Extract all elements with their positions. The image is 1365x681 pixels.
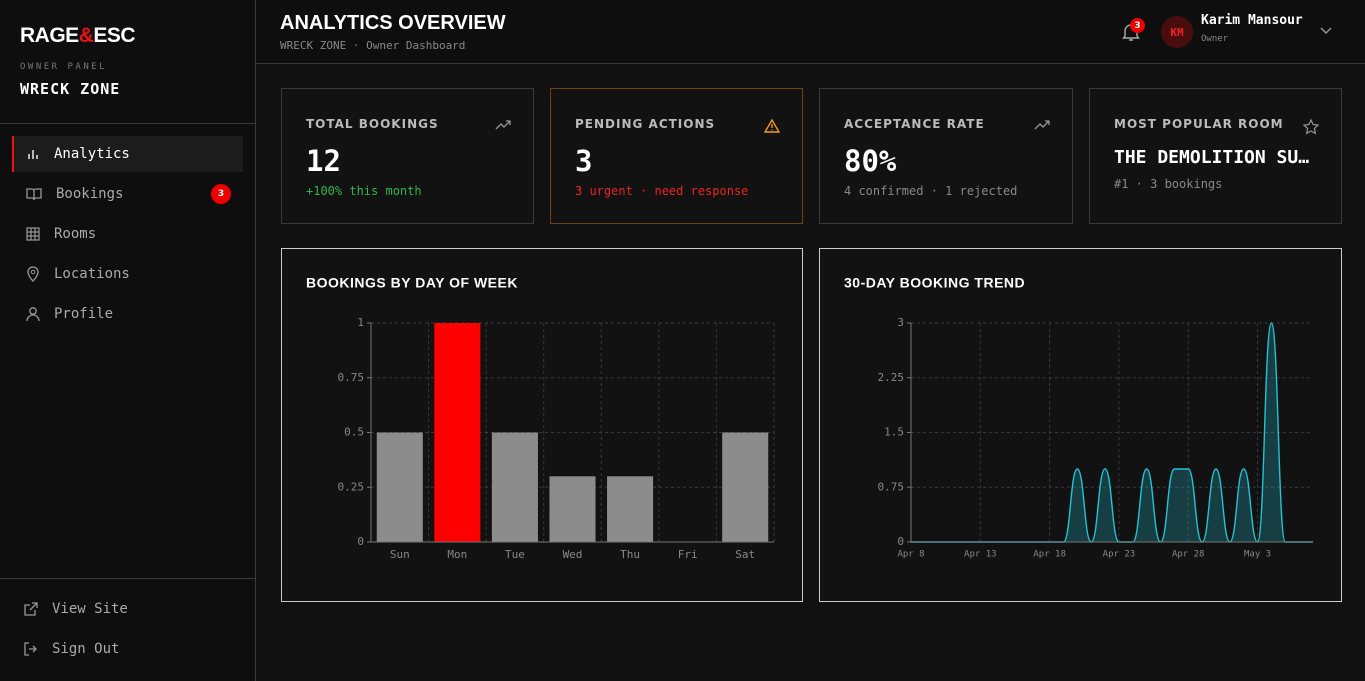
stat-card: MOST POPULAR ROOM THE DEMOLITION SU… #1 …: [1089, 88, 1342, 224]
bar: [376, 432, 423, 542]
y-tick-label: 3: [897, 316, 904, 329]
stat-label: TOTAL BOOKINGS: [306, 117, 439, 131]
sidebar: RAGE&ESC OWNER PANEL WRECK ZONE Analytic…: [0, 0, 256, 681]
icon: [495, 120, 511, 130]
chart-panel: 30-DAY BOOKING TREND 0 0.75 1.5 2.25 3 Apr 8 A…: [819, 248, 1342, 602]
y-tick-label: 1: [357, 316, 364, 329]
y-tick-label: 0: [357, 535, 364, 548]
stat-value: THE DEMOLITION SU…: [1114, 147, 1310, 168]
x-tick-label: Mon: [447, 548, 467, 561]
footer-link[interactable]: Sign Out: [10, 631, 241, 667]
icon: [28, 150, 38, 159]
header: ANALYTICS OVERVIEW WRECK ZONE · Owner Da…: [256, 0, 1365, 64]
brand: RAGE&ESC: [20, 24, 136, 48]
footer-label: View Site: [52, 601, 128, 617]
chart-panel: BOOKINGS BY DAY OF WEEK 0 0.25 0.5 0.75 1 Sun…: [281, 248, 803, 602]
nav-label: Locations: [54, 266, 130, 282]
nav-item[interactable]: Locations: [12, 256, 243, 292]
icon: [1303, 119, 1319, 135]
area: [911, 323, 1313, 542]
chart-title: 30-DAY BOOKING TREND: [844, 275, 1025, 291]
divider: [0, 578, 255, 579]
avatar[interactable]: KM: [1161, 16, 1193, 48]
brand-text: ESC: [93, 24, 136, 47]
stat-note: +100% this month: [306, 184, 422, 198]
stat-note: 4 confirmed · 1 rejected: [844, 184, 1018, 198]
icon: [764, 119, 780, 133]
stat-value: 80%: [844, 144, 897, 178]
notification-badge: 3: [1130, 18, 1145, 33]
y-tick-label: 0: [897, 535, 904, 548]
stat-card: PENDING ACTIONS 3 3 urgent · need respon…: [550, 88, 803, 224]
icon: [26, 227, 40, 241]
nav-item[interactable]: Analytics: [12, 136, 243, 172]
x-tick-label: Fri: [678, 548, 698, 561]
nav-label: Bookings: [56, 186, 124, 202]
nav-badge: 3: [211, 184, 231, 204]
panel-label: OWNER PANEL: [20, 62, 108, 72]
y-tick-label: 1.5: [884, 426, 904, 439]
stat-label: PENDING ACTIONS: [575, 117, 716, 131]
x-tick-label: Sat: [735, 548, 755, 561]
y-tick-label: 0.5: [344, 426, 364, 439]
footer-link[interactable]: View Site: [10, 591, 241, 627]
user-role: Owner: [1201, 34, 1229, 44]
bar: [549, 476, 596, 542]
icon: [26, 307, 40, 322]
brand-text: RAGE: [20, 24, 79, 47]
x-tick-label: Apr 8: [897, 550, 924, 560]
divider: [0, 123, 255, 124]
stat-card: ACCEPTANCE RATE 80% 4 confirmed · 1 reje…: [819, 88, 1073, 224]
chart-title: BOOKINGS BY DAY OF WEEK: [306, 275, 518, 291]
x-tick-label: Apr 18: [1033, 550, 1066, 560]
user-name: Karim Mansour: [1201, 13, 1303, 28]
y-tick-label: 0.25: [338, 480, 365, 493]
icon: [27, 266, 39, 282]
x-tick-label: Wed: [563, 548, 583, 561]
stat-label: MOST POPULAR ROOM: [1114, 117, 1284, 131]
page-subtitle: WRECK ZONE · Owner Dashboard: [280, 39, 466, 52]
nav-label: Rooms: [54, 226, 97, 242]
nav-item[interactable]: Profile: [12, 296, 243, 332]
stat-value: 12: [306, 144, 341, 178]
brand-amp: &: [78, 24, 94, 47]
x-tick-label: Thu: [620, 548, 640, 561]
icon: [1034, 120, 1050, 130]
footer-label: Sign Out: [52, 641, 120, 657]
x-tick-label: Apr 23: [1103, 550, 1136, 560]
x-tick-label: Sun: [390, 548, 410, 561]
icon: [24, 642, 37, 656]
chevron[interactable]: [1320, 27, 1332, 35]
x-tick-label: May 3: [1244, 550, 1271, 560]
bar: [607, 476, 654, 542]
stat-card: TOTAL BOOKINGS 12 +100% this month: [281, 88, 534, 224]
y-tick-label: 0.75: [338, 371, 365, 384]
nav-item[interactable]: Rooms: [12, 216, 243, 252]
stat-note: #1 · 3 bookings: [1114, 177, 1223, 191]
nav-label: Analytics: [54, 146, 130, 162]
y-tick-label: 2.25: [878, 371, 905, 384]
stat-value: 3: [575, 144, 593, 178]
nav-label: Profile: [54, 306, 114, 322]
bar: [722, 432, 769, 542]
stat-note: 3 urgent · need response: [575, 184, 749, 198]
nav-item[interactable]: Bookings 3: [12, 176, 243, 212]
icon: [24, 602, 38, 616]
venue-name: WRECK ZONE: [20, 80, 121, 98]
x-tick-label: Tue: [505, 548, 525, 561]
x-tick-label: Apr 28: [1172, 550, 1205, 560]
icon: [26, 188, 42, 201]
page-title: ANALYTICS OVERVIEW: [280, 12, 506, 34]
stat-label: ACCEPTANCE RATE: [844, 117, 985, 131]
bar: [434, 323, 481, 542]
x-tick-label: Apr 13: [964, 550, 997, 560]
bar: [491, 432, 538, 542]
y-tick-label: 0.75: [878, 480, 905, 493]
